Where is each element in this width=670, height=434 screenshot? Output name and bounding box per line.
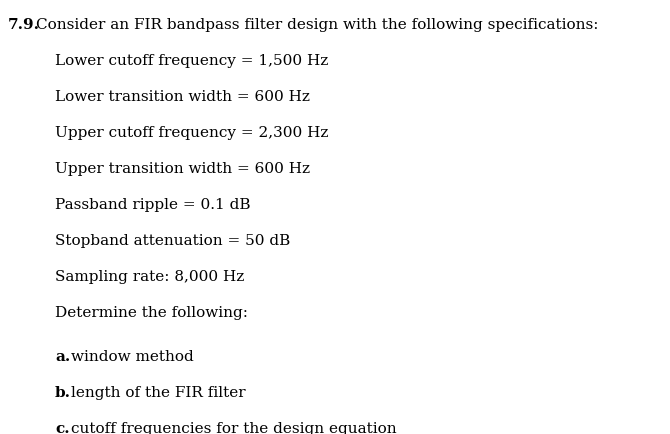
Text: a.: a. bbox=[55, 349, 70, 363]
Text: window method: window method bbox=[71, 349, 194, 363]
Text: Upper cutoff frequency = 2,300 Hz: Upper cutoff frequency = 2,300 Hz bbox=[55, 126, 328, 140]
Text: Lower transition width = 600 Hz: Lower transition width = 600 Hz bbox=[55, 90, 310, 104]
Text: Sampling rate: 8,000 Hz: Sampling rate: 8,000 Hz bbox=[55, 270, 245, 283]
Text: b.: b. bbox=[55, 385, 71, 399]
Text: Stopband attenuation = 50 dB: Stopband attenuation = 50 dB bbox=[55, 233, 290, 247]
Text: Determine the following:: Determine the following: bbox=[55, 305, 248, 319]
Text: Consider an FIR bandpass filter design with the following specifications:: Consider an FIR bandpass filter design w… bbox=[36, 18, 598, 32]
Text: Passband ripple = 0.1 dB: Passband ripple = 0.1 dB bbox=[55, 197, 251, 211]
Text: Lower cutoff frequency = 1,500 Hz: Lower cutoff frequency = 1,500 Hz bbox=[55, 54, 328, 68]
Text: 7.9.: 7.9. bbox=[8, 18, 40, 32]
Text: Upper transition width = 600 Hz: Upper transition width = 600 Hz bbox=[55, 161, 310, 176]
Text: length of the FIR filter: length of the FIR filter bbox=[71, 385, 246, 399]
Text: c.: c. bbox=[55, 421, 70, 434]
Text: cutoff frequencies for the design equation: cutoff frequencies for the design equati… bbox=[71, 421, 397, 434]
